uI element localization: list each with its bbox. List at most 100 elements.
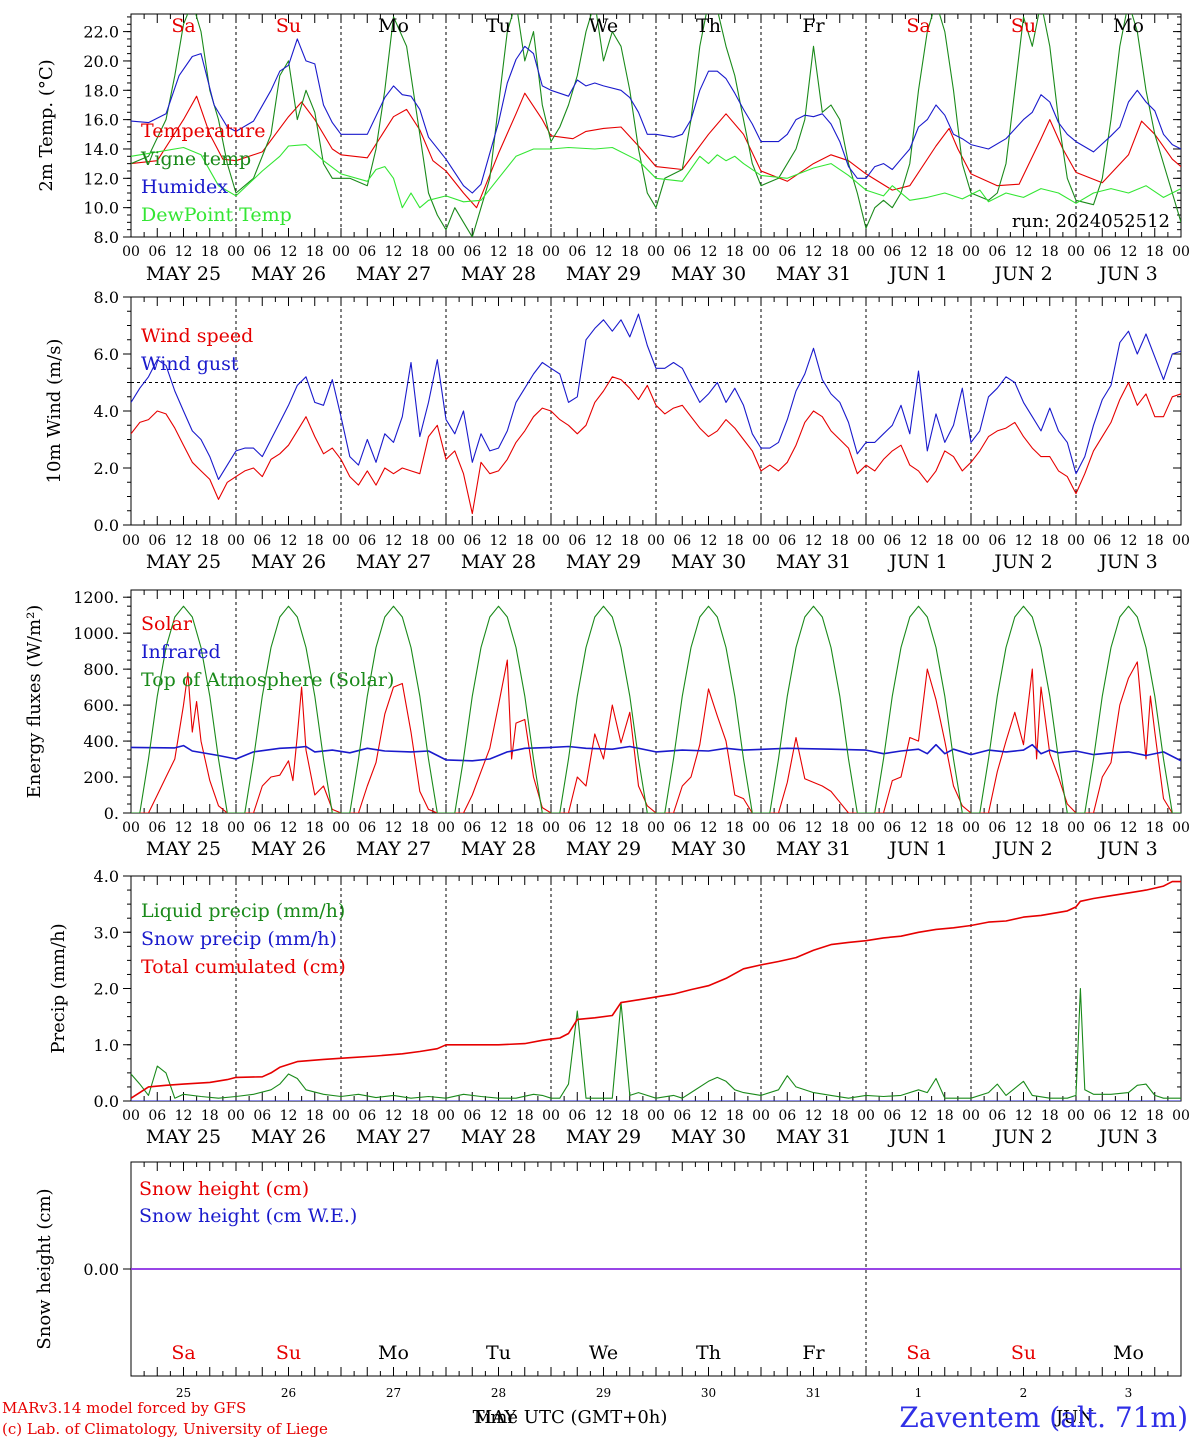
hour-tick-label: 12	[805, 533, 823, 549]
y-tick-label: 12.0	[83, 169, 119, 188]
hour-tick-label: 18	[831, 244, 849, 260]
y-tick-label: 0.0	[94, 516, 119, 535]
hour-tick-label: 18	[411, 1108, 429, 1124]
date-label: MAY 31	[776, 263, 851, 285]
day-of-month-label: 27	[386, 1386, 401, 1400]
hour-tick-label: 06	[148, 533, 166, 549]
hour-tick-label: 18	[1041, 1108, 1059, 1124]
hour-tick-label: 06	[568, 244, 586, 260]
hour-tick-label: 06	[358, 533, 376, 549]
station-label: Zaventem (alt. 71m)	[899, 1401, 1188, 1434]
hour-tick-label: 18	[726, 1108, 744, 1124]
hour-tick-label: 06	[883, 820, 901, 836]
hour-tick-label: 18	[936, 244, 954, 260]
hour-tick-label: 06	[253, 244, 271, 260]
hour-tick-label: 18	[516, 533, 534, 549]
date-label: MAY 26	[251, 1126, 326, 1148]
date-label: JUN 3	[1097, 551, 1157, 573]
hour-tick-label: 12	[700, 820, 718, 836]
hour-tick-label: 12	[1120, 244, 1138, 260]
hour-tick-label: 06	[358, 1108, 376, 1124]
date-label: MAY 30	[671, 1126, 746, 1148]
hour-tick-label: 12	[385, 1108, 403, 1124]
hour-tick-label: 12	[490, 1108, 508, 1124]
credit-line-2: (c) Lab. of Climatology, University of L…	[2, 1420, 328, 1438]
hour-tick-label: 12	[280, 1108, 298, 1124]
hour-tick-label: 00	[437, 1108, 455, 1124]
panel-1: 8.0 10.0 12.0 14.0 16.0 18.0 20.0 22.0 2m Temp. …	[36, 13, 1190, 285]
hour-tick-label: 06	[148, 1108, 166, 1124]
hour-tick-label: 12	[910, 533, 928, 549]
hour-tick-label: 18	[516, 244, 534, 260]
hour-tick-label: 18	[831, 820, 849, 836]
legend-entry: Temperature	[141, 120, 265, 142]
series-line-infrared	[131, 743, 1181, 762]
y-tick-label: 0.0	[94, 1092, 119, 1111]
hour-tick-label: 00	[752, 1108, 770, 1124]
day-of-month-label: 28	[491, 1386, 506, 1400]
hour-tick-label: 12	[490, 244, 508, 260]
hour-tick-label: 00	[647, 1108, 665, 1124]
y-tick-label: 0.	[104, 804, 119, 823]
panel-5: 0.00 Snow height (cm) Snow height (cm) Snow…	[34, 1161, 1182, 1377]
hour-tick-label: 12	[805, 244, 823, 260]
hour-tick-label: 12	[805, 820, 823, 836]
hour-tick-label: 18	[621, 820, 639, 836]
hour-tick-label: 00	[542, 1108, 560, 1124]
hour-tick-label: 12	[1015, 533, 1033, 549]
hour-tick-label: 18	[201, 244, 219, 260]
date-label: MAY 28	[461, 263, 536, 285]
hour-tick-label: 12	[1015, 244, 1033, 260]
hour-tick-label: 18	[621, 533, 639, 549]
date-label: JUN 1	[887, 1126, 947, 1148]
day-of-month-label: 25	[176, 1386, 191, 1400]
date-label: MAY 27	[356, 1126, 431, 1148]
date-label: MAY 25	[146, 263, 221, 285]
y-tick-label: 16.0	[83, 111, 119, 130]
hour-tick-label: 00	[1172, 820, 1190, 836]
day-of-month-label: 31	[806, 1386, 821, 1400]
panel-3: 0. 200. 400. 600. 800. 1000. 1200. Energy fluxe…	[24, 588, 1190, 860]
y-tick-label: 3.0	[94, 923, 119, 942]
hour-tick-label: 18	[831, 533, 849, 549]
hour-tick-label: 06	[253, 820, 271, 836]
hour-tick-label: 12	[595, 533, 613, 549]
y-tick-label: 22.0	[83, 23, 119, 42]
hour-tick-label: 18	[621, 1108, 639, 1124]
day-of-month-label: 26	[281, 1386, 296, 1400]
series-group	[131, 14, 1181, 237]
hour-tick-label: 18	[726, 533, 744, 549]
hour-tick-label: 12	[1015, 1108, 1033, 1124]
series-line-vigne-temp	[131, 14, 1181, 237]
series-group	[131, 313, 1181, 515]
hour-tick-label: 00	[542, 533, 560, 549]
y-axis-label: Energy fluxes (W/m²)	[24, 605, 45, 799]
hour-tick-label: 12	[700, 533, 718, 549]
panel-4: 0.0 1.0 2.0 3.0 4.0 Precip (mm/h) Liquid preci…	[48, 867, 1190, 1148]
hour-tick-label: 12	[280, 533, 298, 549]
hour-tick-label: 12	[595, 244, 613, 260]
hour-tick-label: 06	[1093, 820, 1111, 836]
hour-tick-label: 06	[883, 244, 901, 260]
series-line-humidex	[131, 38, 1181, 194]
hour-tick-label: 06	[568, 1108, 586, 1124]
hour-tick-label: 00	[1172, 244, 1190, 260]
y-tick-label: 1000.	[73, 624, 119, 643]
legend-entry: Vigne temp	[140, 148, 251, 170]
hour-tick-label: 06	[148, 820, 166, 836]
legend-entry: Snow height (cm)	[139, 1178, 309, 1200]
y-tick-label: 1.0	[94, 1036, 119, 1055]
date-label: MAY 26	[251, 838, 326, 860]
hour-tick-label: 12	[910, 244, 928, 260]
hour-tick-label: 12	[280, 244, 298, 260]
weekday-label: Mo	[1113, 15, 1144, 37]
y-tick-label: 4.0	[94, 402, 119, 421]
hour-tick-label: 00	[647, 820, 665, 836]
hour-tick-label: 18	[201, 820, 219, 836]
hour-tick-label: 18	[1146, 1108, 1164, 1124]
date-label: JUN 2	[992, 263, 1052, 285]
hour-tick-label: 18	[1041, 820, 1059, 836]
hour-tick-label: 18	[516, 1108, 534, 1124]
day-of-month-label: 30	[701, 1386, 716, 1400]
